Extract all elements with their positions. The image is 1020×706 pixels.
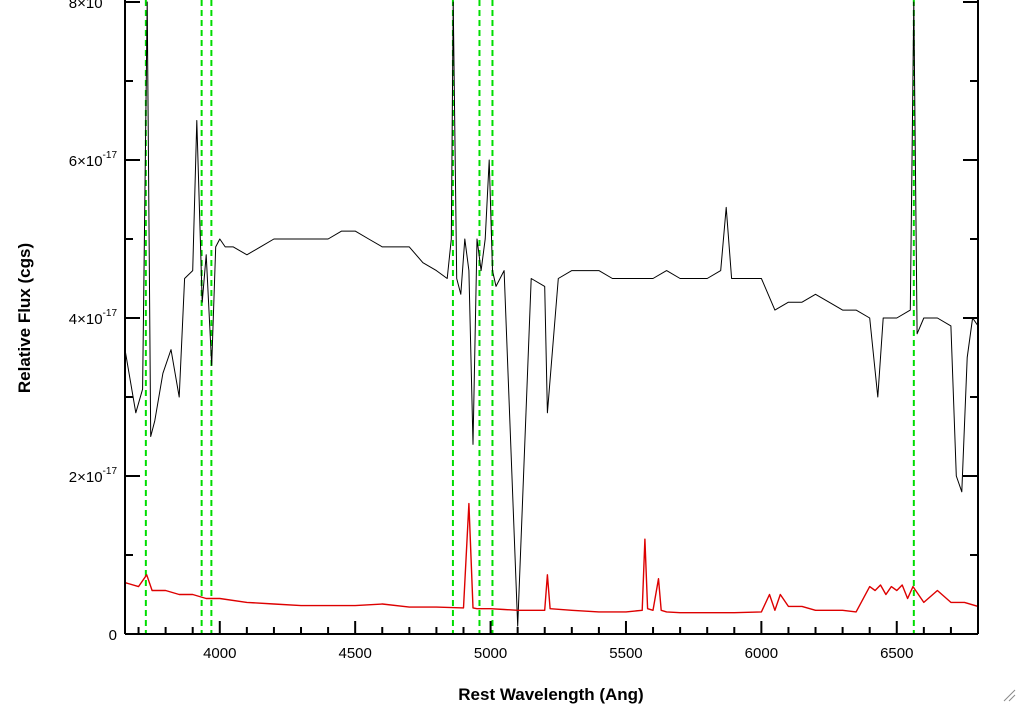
x-tick-label: 5000 [474,645,507,662]
y-tick-label: 8×10-17 [69,0,118,12]
x-axis-title: Rest Wavelength (Ang) [458,685,643,704]
x-tick-label: 6000 [745,645,778,662]
y-axis-title: Relative Flux (cgs) [15,243,34,393]
series-layer [125,1,978,627]
y-tick-label: 6×10-17 [69,150,118,170]
y-tick-label: 4×10-17 [69,308,118,328]
axes [124,0,979,635]
series-line-2 [125,502,978,614]
x-tick-label: 4000 [203,645,236,662]
y-tick-label: 2×10-17 [69,466,118,486]
series-line-1 [125,1,978,627]
y-tick-label: 0 [109,627,117,644]
x-tick-label: 4500 [338,645,371,662]
x-tick-label: 6500 [880,645,913,662]
x-tick-label: 5500 [609,645,642,662]
resize-grip-icon[interactable] [1002,688,1016,702]
tick-labels: 4000 4500 5000 5500 6000 6500 0 2×10-17 4×10-17 6… [69,0,914,662]
